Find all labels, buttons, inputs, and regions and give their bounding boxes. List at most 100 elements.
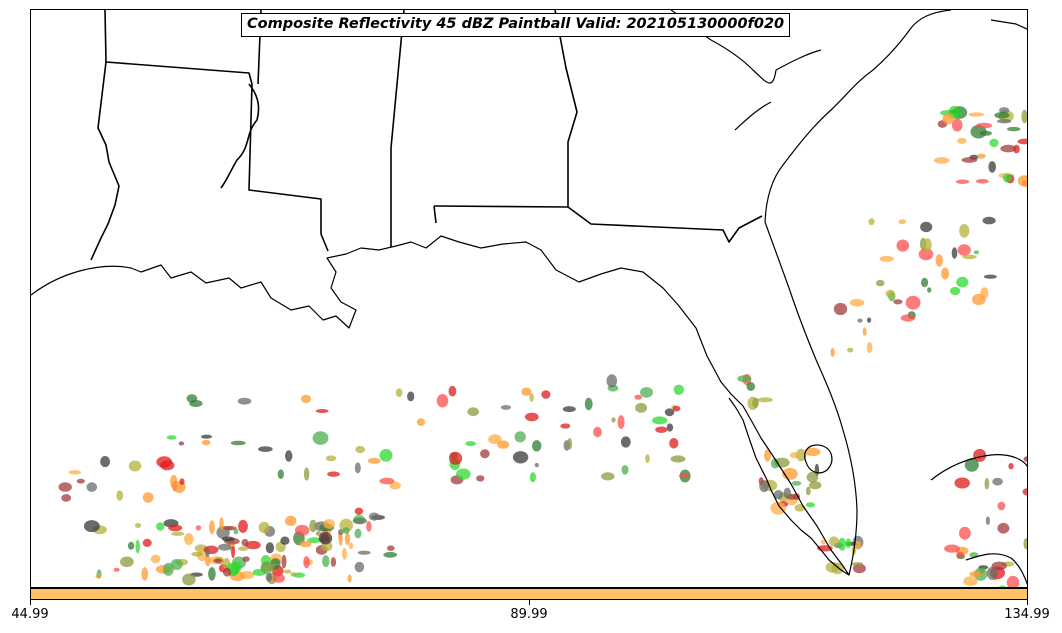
paintball-blob — [285, 450, 293, 462]
paintball-blob — [265, 572, 272, 582]
paintball-blob — [621, 465, 629, 475]
paintball-blob — [300, 394, 312, 404]
paintball-blob — [875, 279, 885, 287]
paintball-blob — [979, 130, 992, 136]
paintball-blob — [949, 286, 961, 296]
paintball-blob — [999, 107, 1010, 114]
paintball-blob — [770, 458, 780, 469]
paintball-blob — [1017, 175, 1027, 187]
paintball-blob — [747, 396, 758, 410]
paintball-blob — [900, 314, 916, 322]
paintball-blob — [327, 471, 340, 477]
paintball-blob — [986, 566, 998, 580]
paintball-blob — [757, 397, 773, 403]
paintball-blob — [476, 475, 485, 482]
paintball-blob — [407, 391, 415, 402]
paintball-blob — [219, 517, 224, 530]
paintball-blob — [885, 289, 895, 298]
paintball-blob — [791, 480, 802, 486]
colorbar-tick-label: 44.99 — [11, 607, 49, 622]
paintball-blob — [998, 585, 1006, 587]
paintball-blob — [221, 536, 235, 542]
paintball-blob — [179, 478, 185, 485]
paintball-blob — [280, 536, 290, 545]
colorbar-tick — [30, 600, 31, 605]
paintball-blob — [1017, 138, 1027, 145]
paintball-blob — [868, 218, 875, 226]
paintball-blob — [737, 375, 752, 383]
paintball-blob — [238, 519, 248, 533]
paintball-blob — [1021, 109, 1027, 124]
paintball-blob — [805, 486, 811, 496]
paintball-blob — [976, 153, 986, 159]
paintball-blob — [330, 557, 337, 567]
paintball-blob — [933, 157, 950, 164]
paintball-blob — [975, 179, 989, 184]
paintball-blob — [783, 487, 792, 499]
paintball-blob — [303, 467, 310, 481]
paintball-blob — [156, 456, 173, 468]
paintball-blob — [567, 438, 573, 450]
paintball-blob — [500, 405, 512, 410]
paintball-blob — [242, 556, 250, 562]
paintball-blob — [962, 254, 977, 260]
paintball-blob — [142, 538, 152, 548]
paintball-blob — [866, 342, 873, 354]
paintball-blob — [833, 302, 848, 316]
paintball-blob — [290, 572, 297, 577]
paintball-blob — [963, 576, 978, 587]
paintball-blob — [230, 440, 246, 446]
paintball-blob — [368, 457, 381, 464]
paintball-blob — [896, 239, 910, 252]
paintball-blob — [845, 538, 852, 548]
paintball-blob — [529, 393, 534, 402]
paintball-blob — [166, 435, 177, 440]
paintball-blob — [209, 520, 215, 535]
paintball-blob — [584, 397, 593, 411]
paintball-blob — [976, 122, 993, 129]
paintball-blob — [529, 472, 536, 483]
paintball-blob — [838, 537, 846, 551]
paintball-blob — [272, 573, 285, 583]
paintball-blob — [984, 477, 990, 490]
paintball-blob — [281, 554, 287, 569]
paintball-blob — [634, 394, 642, 400]
paintball-blob — [456, 468, 471, 480]
paintball-blob — [344, 532, 351, 546]
paintball-blob — [170, 559, 183, 570]
paintball-blob — [449, 451, 463, 465]
paintball-blob — [195, 525, 202, 531]
paintball-blob — [68, 470, 82, 475]
paintball-blob — [942, 113, 954, 125]
paintball-blob — [989, 138, 999, 148]
paintball-blob — [957, 137, 967, 144]
paintball-blob — [171, 531, 185, 536]
paintball-blob — [237, 397, 252, 405]
paintball-blob — [764, 449, 771, 462]
paintball-blob — [955, 179, 970, 184]
paintball-blob — [601, 472, 615, 481]
paintball-blob — [805, 447, 821, 457]
paintball-blob — [312, 431, 329, 445]
paintball-blob — [809, 481, 822, 490]
paintball-blob — [620, 436, 631, 448]
paintball-blob — [258, 521, 270, 534]
paintball-blob — [355, 445, 366, 454]
paintball-blob — [951, 118, 963, 132]
paintball-blob — [338, 529, 344, 536]
paintball-blob — [142, 492, 154, 503]
paintball-blob — [830, 347, 835, 357]
paintball-blob — [233, 528, 239, 535]
paintball-blob — [973, 448, 987, 462]
paintball-blob — [997, 119, 1012, 124]
paintball-blob — [847, 347, 854, 353]
paintball-blob — [127, 541, 135, 550]
paintball-blob — [218, 543, 232, 551]
map-panel — [30, 9, 1028, 588]
paintball-blob — [467, 407, 480, 417]
paintball-blob — [61, 494, 72, 502]
paintball-blob — [258, 446, 273, 452]
paintball-blob — [294, 524, 310, 536]
paintball-blob — [746, 382, 756, 391]
paintball-blob — [116, 490, 124, 501]
